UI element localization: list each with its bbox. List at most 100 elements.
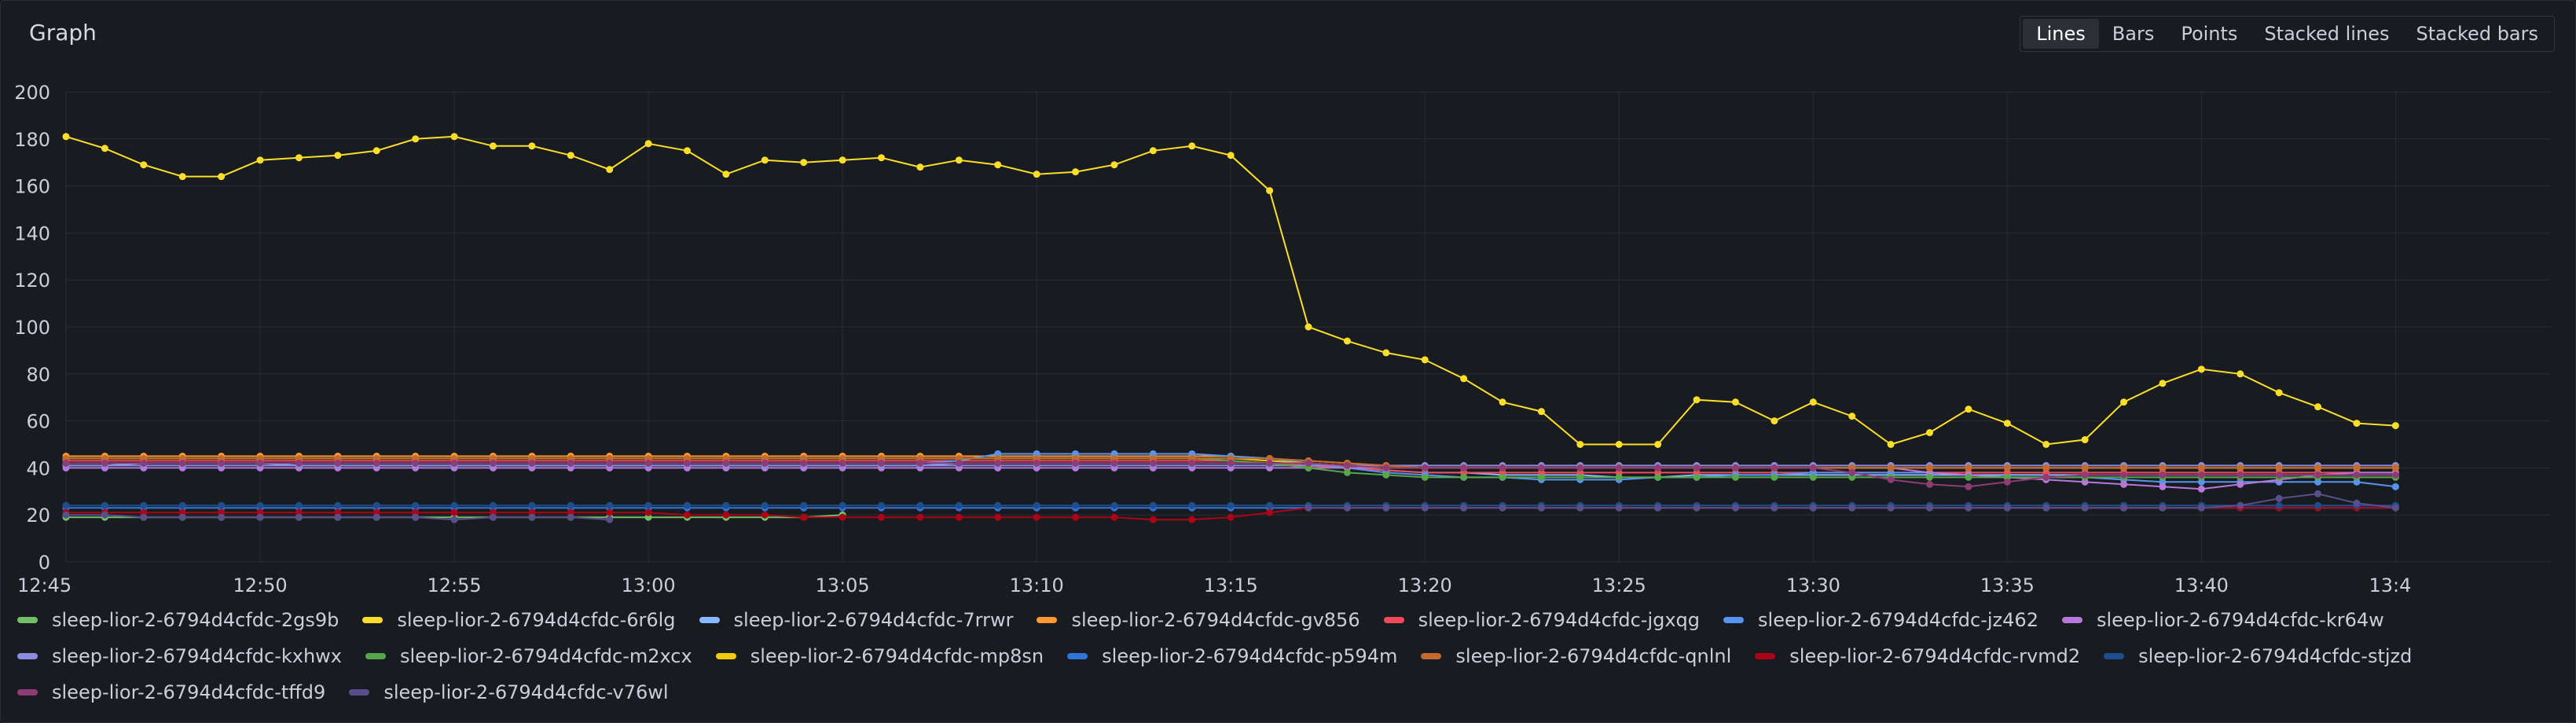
data-point — [2237, 480, 2244, 488]
legend-item[interactable]: sleep-lior-2-6794d4cfdc-jz462 — [1723, 604, 2038, 637]
data-point — [1305, 504, 1312, 512]
data-point — [916, 459, 924, 467]
data-point — [1771, 473, 1778, 481]
data-point — [838, 459, 846, 467]
y-tick-label: 120 — [14, 270, 50, 292]
legend-swatch — [17, 689, 38, 695]
data-point — [2314, 501, 2322, 509]
legend-item[interactable]: sleep-lior-2-6794d4cfdc-gv856 — [1037, 604, 1360, 637]
data-point — [295, 501, 303, 509]
mode-lines-button[interactable]: Lines — [2023, 19, 2099, 49]
data-point — [1382, 471, 1390, 479]
data-point — [761, 501, 769, 509]
y-tick-label: 140 — [14, 222, 50, 244]
data-point — [2314, 403, 2322, 411]
data-point — [1809, 504, 1817, 512]
mode-points-button[interactable]: Points — [2181, 23, 2238, 45]
data-point — [1188, 501, 1196, 509]
data-point — [256, 501, 264, 509]
data-point — [372, 147, 380, 155]
data-point — [2197, 471, 2205, 479]
data-point — [684, 147, 691, 155]
data-point — [101, 501, 108, 509]
legend-label: sleep-lior-2-6794d4cfdc-p594m — [1102, 645, 1398, 667]
legend-item[interactable]: sleep-lior-2-6794d4cfdc-7rrwr — [699, 604, 1014, 637]
data-point — [1576, 441, 1584, 448]
legend-item[interactable]: sleep-lior-2-6794d4cfdc-kxhwx — [17, 640, 342, 673]
data-point — [450, 133, 458, 141]
legend-item[interactable]: sleep-lior-2-6794d4cfdc-stjzd — [2104, 640, 2412, 673]
data-point — [2314, 471, 2322, 479]
data-point — [2197, 464, 2205, 472]
data-point — [1499, 473, 1506, 481]
y-tick-label: 60 — [26, 411, 50, 433]
y-tick-label: 180 — [14, 129, 50, 151]
legend-label: sleep-lior-2-6794d4cfdc-7rrwr — [733, 609, 1014, 631]
data-point — [2391, 422, 2399, 430]
view-mode-selector: Lines Bars Points Stacked lines Stacked … — [2020, 16, 2555, 52]
data-point — [1110, 161, 1118, 169]
data-point — [1421, 464, 1429, 472]
mode-stacked-bars-button[interactable]: Stacked bars — [2416, 23, 2538, 45]
y-tick-label: 0 — [39, 552, 50, 574]
legend-item[interactable]: sleep-lior-2-6794d4cfdc-p594m — [1067, 640, 1397, 673]
data-point — [1149, 516, 1157, 523]
data-point — [722, 511, 730, 519]
data-point — [1343, 468, 1351, 476]
legend-item[interactable]: sleep-lior-2-6794d4cfdc-2gs9b — [17, 604, 339, 637]
data-point — [1654, 441, 1662, 448]
legend-item[interactable]: sleep-lior-2-6794d4cfdc-v76wl — [349, 676, 669, 709]
data-point — [2120, 480, 2128, 488]
data-point — [1965, 483, 1972, 490]
data-point — [761, 156, 769, 164]
series-sleep-lior-2-6794d4cfdc-6r6lg — [62, 133, 2399, 448]
data-point — [218, 173, 226, 181]
data-point — [955, 501, 963, 509]
data-point — [2353, 499, 2361, 507]
x-tick-label: 13:00 — [622, 574, 676, 596]
x-tick-label: 12:50 — [233, 574, 287, 596]
legend-item[interactable]: sleep-lior-2-6794d4cfdc-tffd9 — [17, 676, 325, 709]
data-point — [372, 513, 380, 521]
data-point — [2159, 504, 2167, 512]
legend-swatch — [365, 653, 386, 659]
legend-item[interactable]: sleep-lior-2-6794d4cfdc-6r6lg — [362, 604, 676, 637]
data-point — [101, 145, 108, 152]
legend-item[interactable]: sleep-lior-2-6794d4cfdc-qnlnl — [1421, 640, 1731, 673]
data-point — [2081, 504, 2089, 512]
data-point — [334, 501, 342, 509]
data-point — [644, 501, 652, 509]
data-point — [2042, 504, 2050, 512]
data-point — [334, 152, 342, 160]
data-point — [606, 508, 614, 516]
data-point — [1965, 406, 1972, 413]
x-tick-label: 13:10 — [1010, 574, 1064, 596]
legend-item[interactable]: sleep-lior-2-6794d4cfdc-kr64w — [2061, 604, 2384, 637]
x-tick-label: 12:55 — [427, 574, 481, 596]
legend-item[interactable]: sleep-lior-2-6794d4cfdc-jgxqg — [1383, 604, 1700, 637]
data-point — [1965, 473, 1972, 481]
data-point — [140, 459, 148, 467]
data-point — [1537, 408, 1545, 416]
panel-title: Graph — [29, 20, 97, 46]
data-point — [1848, 413, 1856, 420]
data-point — [644, 508, 652, 516]
data-point — [489, 501, 497, 509]
data-point — [1887, 504, 1895, 512]
data-point — [62, 133, 70, 141]
data-point — [1848, 468, 1856, 476]
series-sleep-lior-2-6794d4cfdc-tffd9 — [62, 459, 2399, 490]
legend-item[interactable]: sleep-lior-2-6794d4cfdc-mp8sn — [715, 640, 1044, 673]
mode-bars-button[interactable]: Bars — [2112, 23, 2155, 45]
data-point — [1615, 441, 1623, 448]
legend-item[interactable]: sleep-lior-2-6794d4cfdc-rvmd2 — [1755, 640, 2080, 673]
line-chart: 0 20 40 60 80 100 120 140 160 180 200 12:45 12:50 12:… — [14, 82, 2551, 596]
data-point — [761, 459, 769, 467]
legend-item[interactable]: sleep-lior-2-6794d4cfdc-m2xcx — [365, 640, 692, 673]
mode-stacked-lines-button[interactable]: Stacked lines — [2264, 23, 2390, 45]
data-point — [2003, 464, 2011, 472]
data-point — [606, 166, 614, 174]
legend-label: sleep-lior-2-6794d4cfdc-qnlnl — [1455, 645, 1732, 667]
data-point — [334, 513, 342, 521]
data-point — [412, 513, 420, 521]
